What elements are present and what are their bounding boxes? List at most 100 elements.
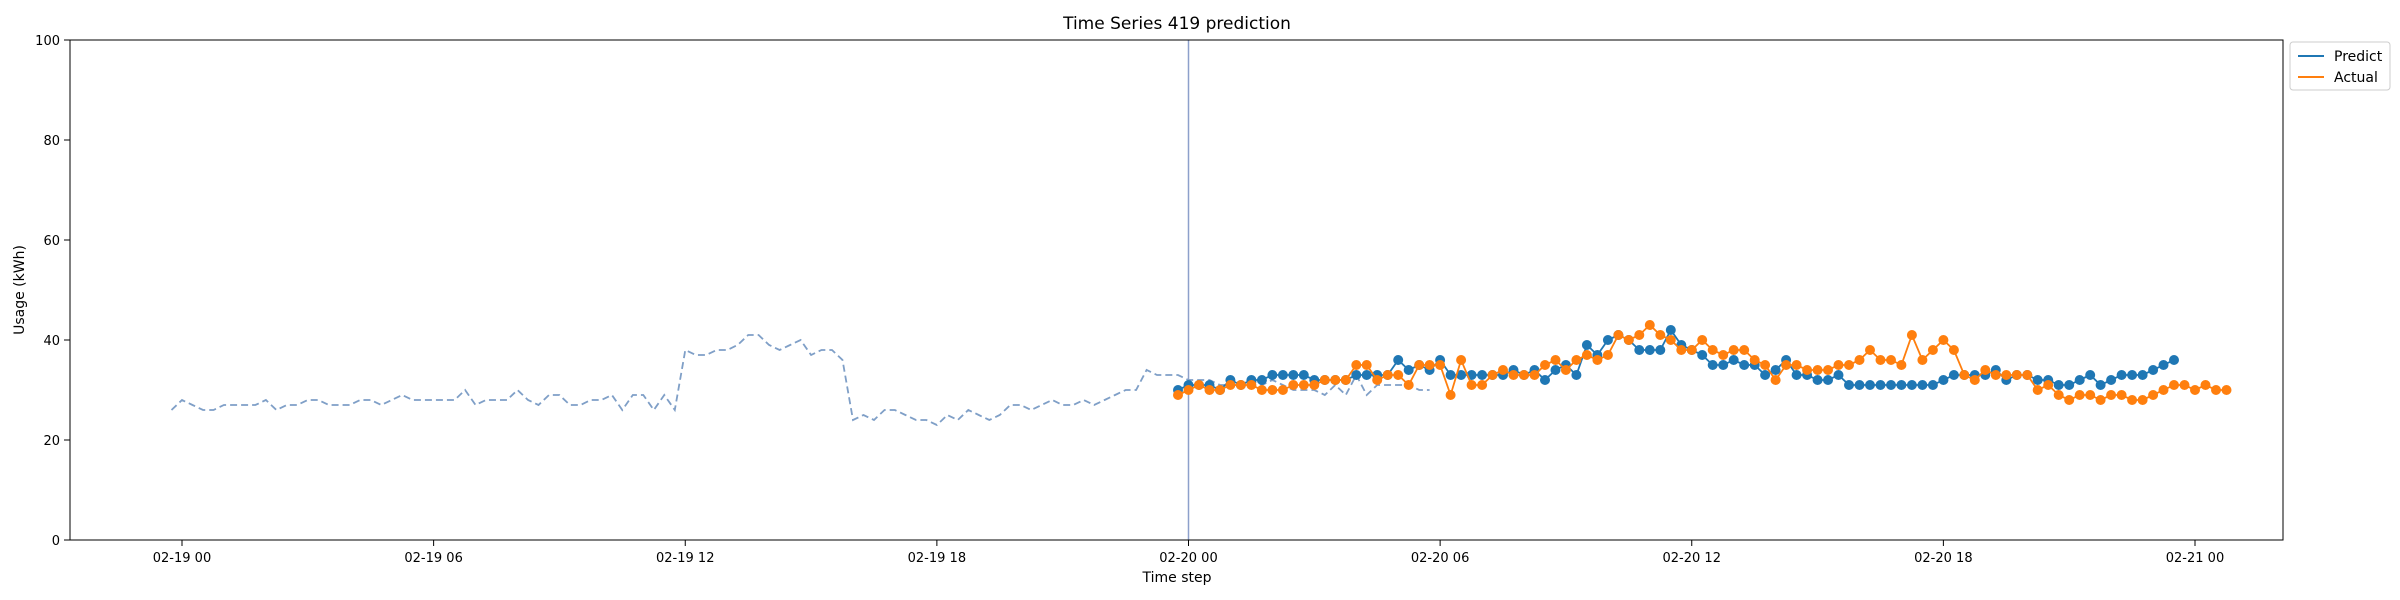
predict-point [1844, 380, 1854, 390]
plot-frame [69, 39, 2284, 541]
actual-point [1644, 320, 1655, 330]
axes: 0 20 40 60 80 100 02-19 00 02-19 06 02-19 12 02-1… [35, 34, 2284, 566]
actual-point [1613, 330, 1624, 340]
actual-point [1351, 360, 1362, 370]
predict-point [2085, 370, 2096, 380]
actual-point [2074, 390, 2085, 400]
actual-point [1340, 375, 1351, 385]
predict-point [1791, 370, 1802, 380]
actual-point [2022, 370, 2033, 380]
actual-point [1581, 350, 1592, 360]
actual-point [1990, 370, 2001, 380]
predict-point [1298, 370, 1309, 380]
actual-point [1519, 370, 1529, 380]
actual-point [1602, 350, 1613, 360]
predict-point [1403, 365, 1414, 375]
actual-point [1969, 375, 1980, 385]
predict-point [1456, 370, 1467, 380]
actual-point [1215, 385, 1225, 395]
actual-point [2064, 395, 2075, 405]
actual-point [2169, 380, 2179, 390]
actual-point [2001, 370, 2012, 380]
actual-point [1833, 360, 1844, 370]
predict-point [1351, 370, 1362, 380]
x-tick-label: 02-19 00 [153, 551, 211, 566]
actual-point [2053, 390, 2064, 400]
predict-point [1707, 360, 1718, 370]
actual-point [1739, 345, 1750, 355]
actual-point [2179, 380, 2190, 390]
y-tick-label: 0 [52, 534, 60, 549]
legend: Predict Actual [2289, 41, 2391, 91]
predict-point [1655, 345, 1666, 355]
predict-point [1728, 355, 1739, 365]
actual-point [1592, 355, 1603, 365]
actual-point [1393, 370, 1404, 380]
predict-point [2158, 360, 2169, 370]
actual-point [1529, 370, 1540, 380]
predict-point [1697, 350, 1708, 360]
predict-point [1571, 370, 1582, 380]
actual-point [1707, 345, 1718, 355]
actual-point [1277, 385, 1288, 395]
actual-point [2085, 390, 2096, 400]
predict-point [2169, 355, 2179, 365]
predict-point [2053, 380, 2064, 390]
predict-point [1644, 345, 1655, 355]
actual-point [1204, 385, 1215, 395]
actual-point [1896, 360, 1907, 370]
x-tick-label: 02-20 06 [1411, 551, 1469, 566]
actual-point [2211, 385, 2221, 395]
actual-point [1477, 380, 1488, 390]
predict-point [1477, 370, 1488, 380]
actual-point [1183, 385, 1194, 395]
predict-point [1718, 360, 1729, 370]
predict-point [1865, 380, 1875, 390]
actual-point [1403, 380, 1414, 390]
legend-predict-label: Predict [2334, 49, 2383, 65]
actual-point [1812, 365, 1823, 375]
actual-point [1886, 355, 1896, 365]
actual-point [1760, 360, 1771, 370]
actual-point [1498, 365, 1508, 375]
predict-point [1550, 365, 1561, 375]
actual-point [1173, 390, 1183, 400]
predict-point [1948, 370, 1959, 380]
predict-point [1277, 370, 1288, 380]
actual-point [1246, 380, 1257, 390]
actual-point [1487, 370, 1498, 380]
y-tick-label: 80 [43, 134, 60, 149]
predict-point [2032, 375, 2043, 385]
actual-point [1435, 360, 1446, 370]
predict-point [1665, 325, 1676, 335]
actual-point [1225, 380, 1236, 390]
predict-point [2106, 375, 2117, 385]
predict-point [2127, 370, 2138, 380]
x-tick-label: 02-20 18 [1914, 551, 1972, 566]
actual-point [1560, 365, 1571, 375]
actual-point [1781, 360, 1792, 370]
actual-point [1927, 345, 1938, 355]
predict-point [1875, 380, 1886, 390]
actual-point [2011, 370, 2022, 380]
y-tick-label: 60 [43, 234, 60, 249]
actual-point [1906, 330, 1917, 340]
predict-point [2095, 380, 2106, 390]
y-tick-label: 40 [43, 334, 60, 349]
x-tick-label: 02-19 06 [404, 551, 462, 566]
predict-point [1393, 355, 1404, 365]
predict-point [1927, 380, 1938, 390]
actual-point [1466, 380, 1477, 390]
predict-point [1938, 375, 1949, 385]
actual-point [2158, 385, 2169, 395]
predict-point [1854, 380, 1865, 390]
actual-point [1854, 355, 1865, 365]
actual-point [1865, 345, 1875, 355]
actual-point [1665, 335, 1676, 345]
actual-point [2148, 390, 2159, 400]
chart-title: Time Series 419 prediction [1062, 14, 1291, 34]
predict-point [1760, 370, 1771, 380]
actual-point [1655, 330, 1666, 340]
